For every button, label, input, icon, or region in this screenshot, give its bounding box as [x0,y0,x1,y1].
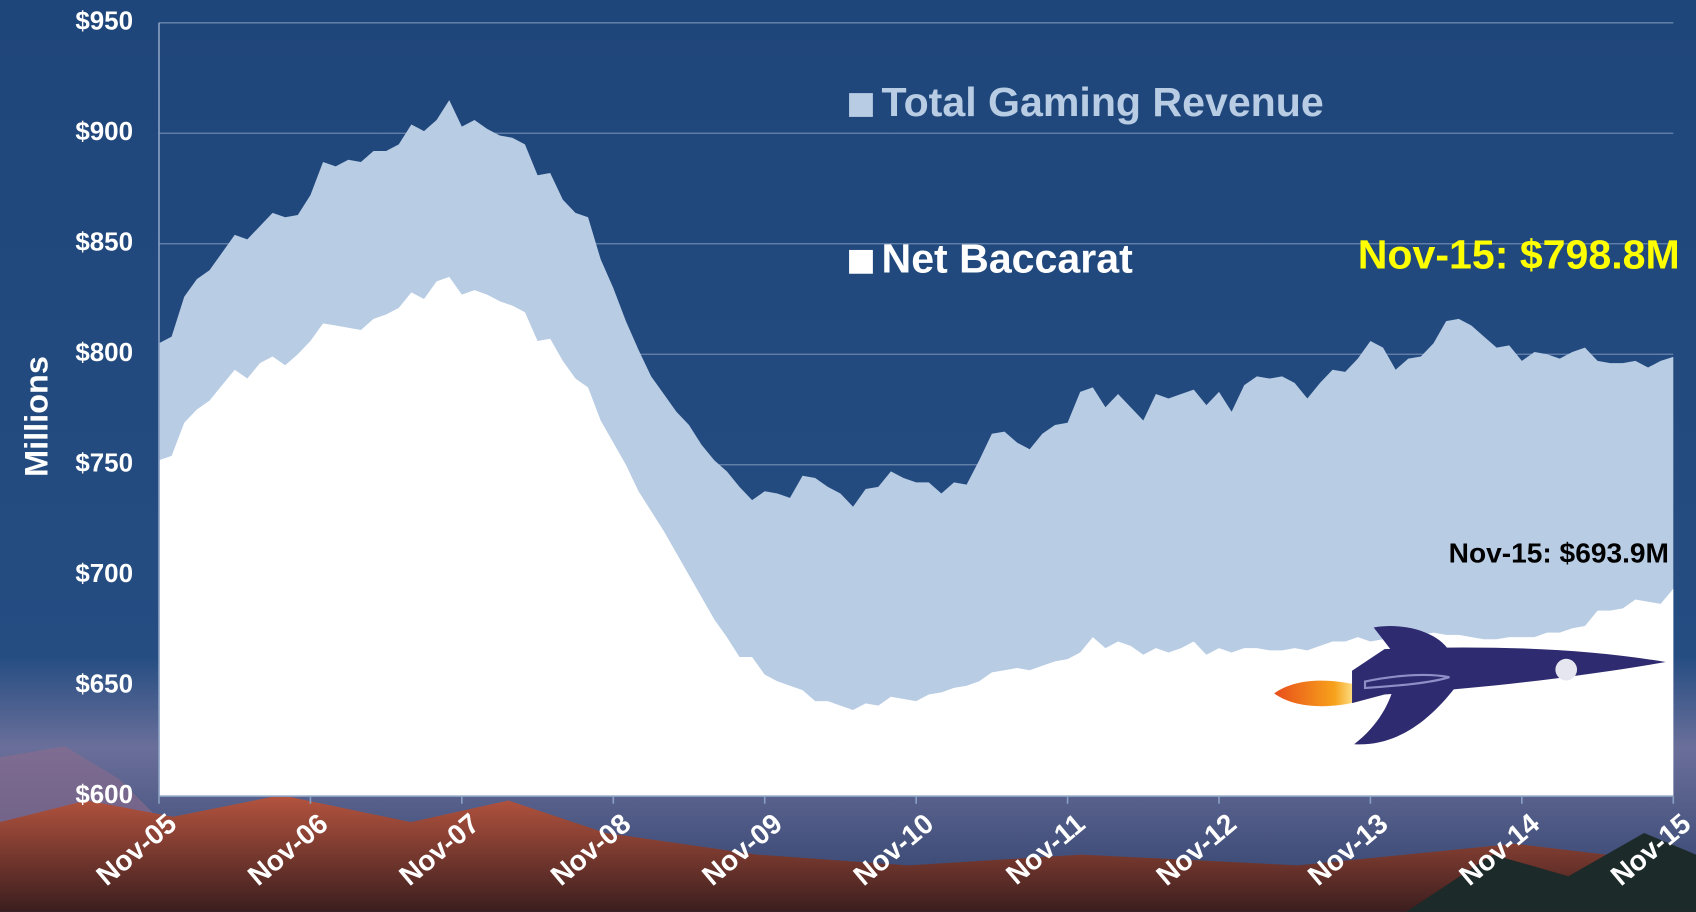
rocket-fin [1354,681,1455,745]
y-tick-label: $750 [75,450,133,478]
mountains [0,746,163,823]
annotation: Nov-15: $693.9M [1449,537,1669,568]
rocket-window [1555,658,1578,681]
y-tick-label: $850 [75,229,133,257]
area [159,276,1674,797]
legend-label: Net Baccarat [882,236,1134,282]
rocket-flame [1274,680,1361,707]
y-axis-label: Millions [19,356,55,477]
y-tick-label: $600 [75,781,133,809]
rocket [1274,626,1666,745]
trees [1406,832,1696,912]
legend-swatch [849,249,873,274]
legend-swatch [849,93,873,117]
y-tick-label: $950 [75,8,133,36]
mountains [0,795,1696,912]
y-tick-label: $700 [75,560,133,588]
y-tick-label: $650 [75,671,133,699]
y-tick-label: $800 [75,339,133,367]
annotation: Nov-15: $798.8M [1358,231,1680,277]
rocket-fin [1373,626,1450,656]
rocket-detail [1363,673,1450,690]
legend-label: Total Gaming Revenue [882,79,1324,125]
y-tick-label: $900 [75,118,133,146]
